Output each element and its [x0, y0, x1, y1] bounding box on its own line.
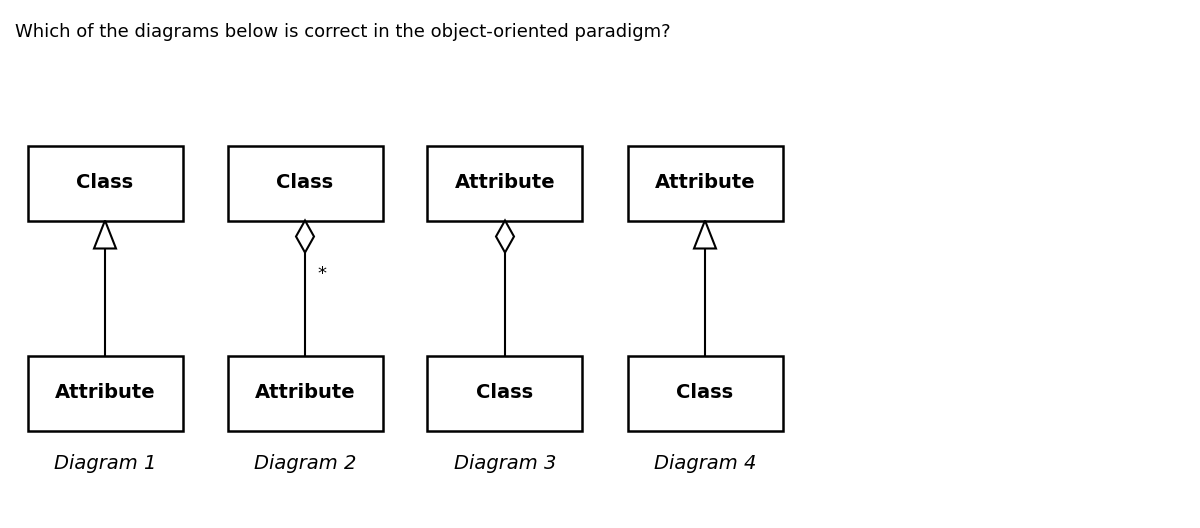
Text: Attribute: Attribute	[254, 383, 355, 402]
Polygon shape	[496, 221, 514, 252]
Text: Diagram 3: Diagram 3	[454, 454, 556, 473]
Bar	[427, 355, 582, 430]
Bar	[228, 146, 383, 221]
Text: *: *	[317, 265, 326, 282]
Text: Diagram 4: Diagram 4	[654, 454, 756, 473]
Bar	[28, 146, 182, 221]
Text: Which of the diagrams below is correct in the object-oriented paradigm?: Which of the diagrams below is correct i…	[14, 23, 671, 41]
Polygon shape	[296, 221, 314, 252]
Text: Diagram 1: Diagram 1	[54, 454, 156, 473]
Text: Diagram 2: Diagram 2	[254, 454, 356, 473]
Text: Class: Class	[677, 383, 733, 402]
Text: Attribute: Attribute	[655, 174, 755, 193]
Text: Attribute: Attribute	[55, 383, 155, 402]
Text: Class: Class	[276, 174, 334, 193]
Bar	[427, 146, 582, 221]
Polygon shape	[94, 221, 116, 249]
Text: Attribute: Attribute	[455, 174, 556, 193]
Text: Class: Class	[476, 383, 534, 402]
Bar	[628, 355, 782, 430]
Bar	[628, 146, 782, 221]
Bar	[228, 355, 383, 430]
Bar	[28, 355, 182, 430]
Text: Class: Class	[77, 174, 133, 193]
Polygon shape	[694, 221, 716, 249]
